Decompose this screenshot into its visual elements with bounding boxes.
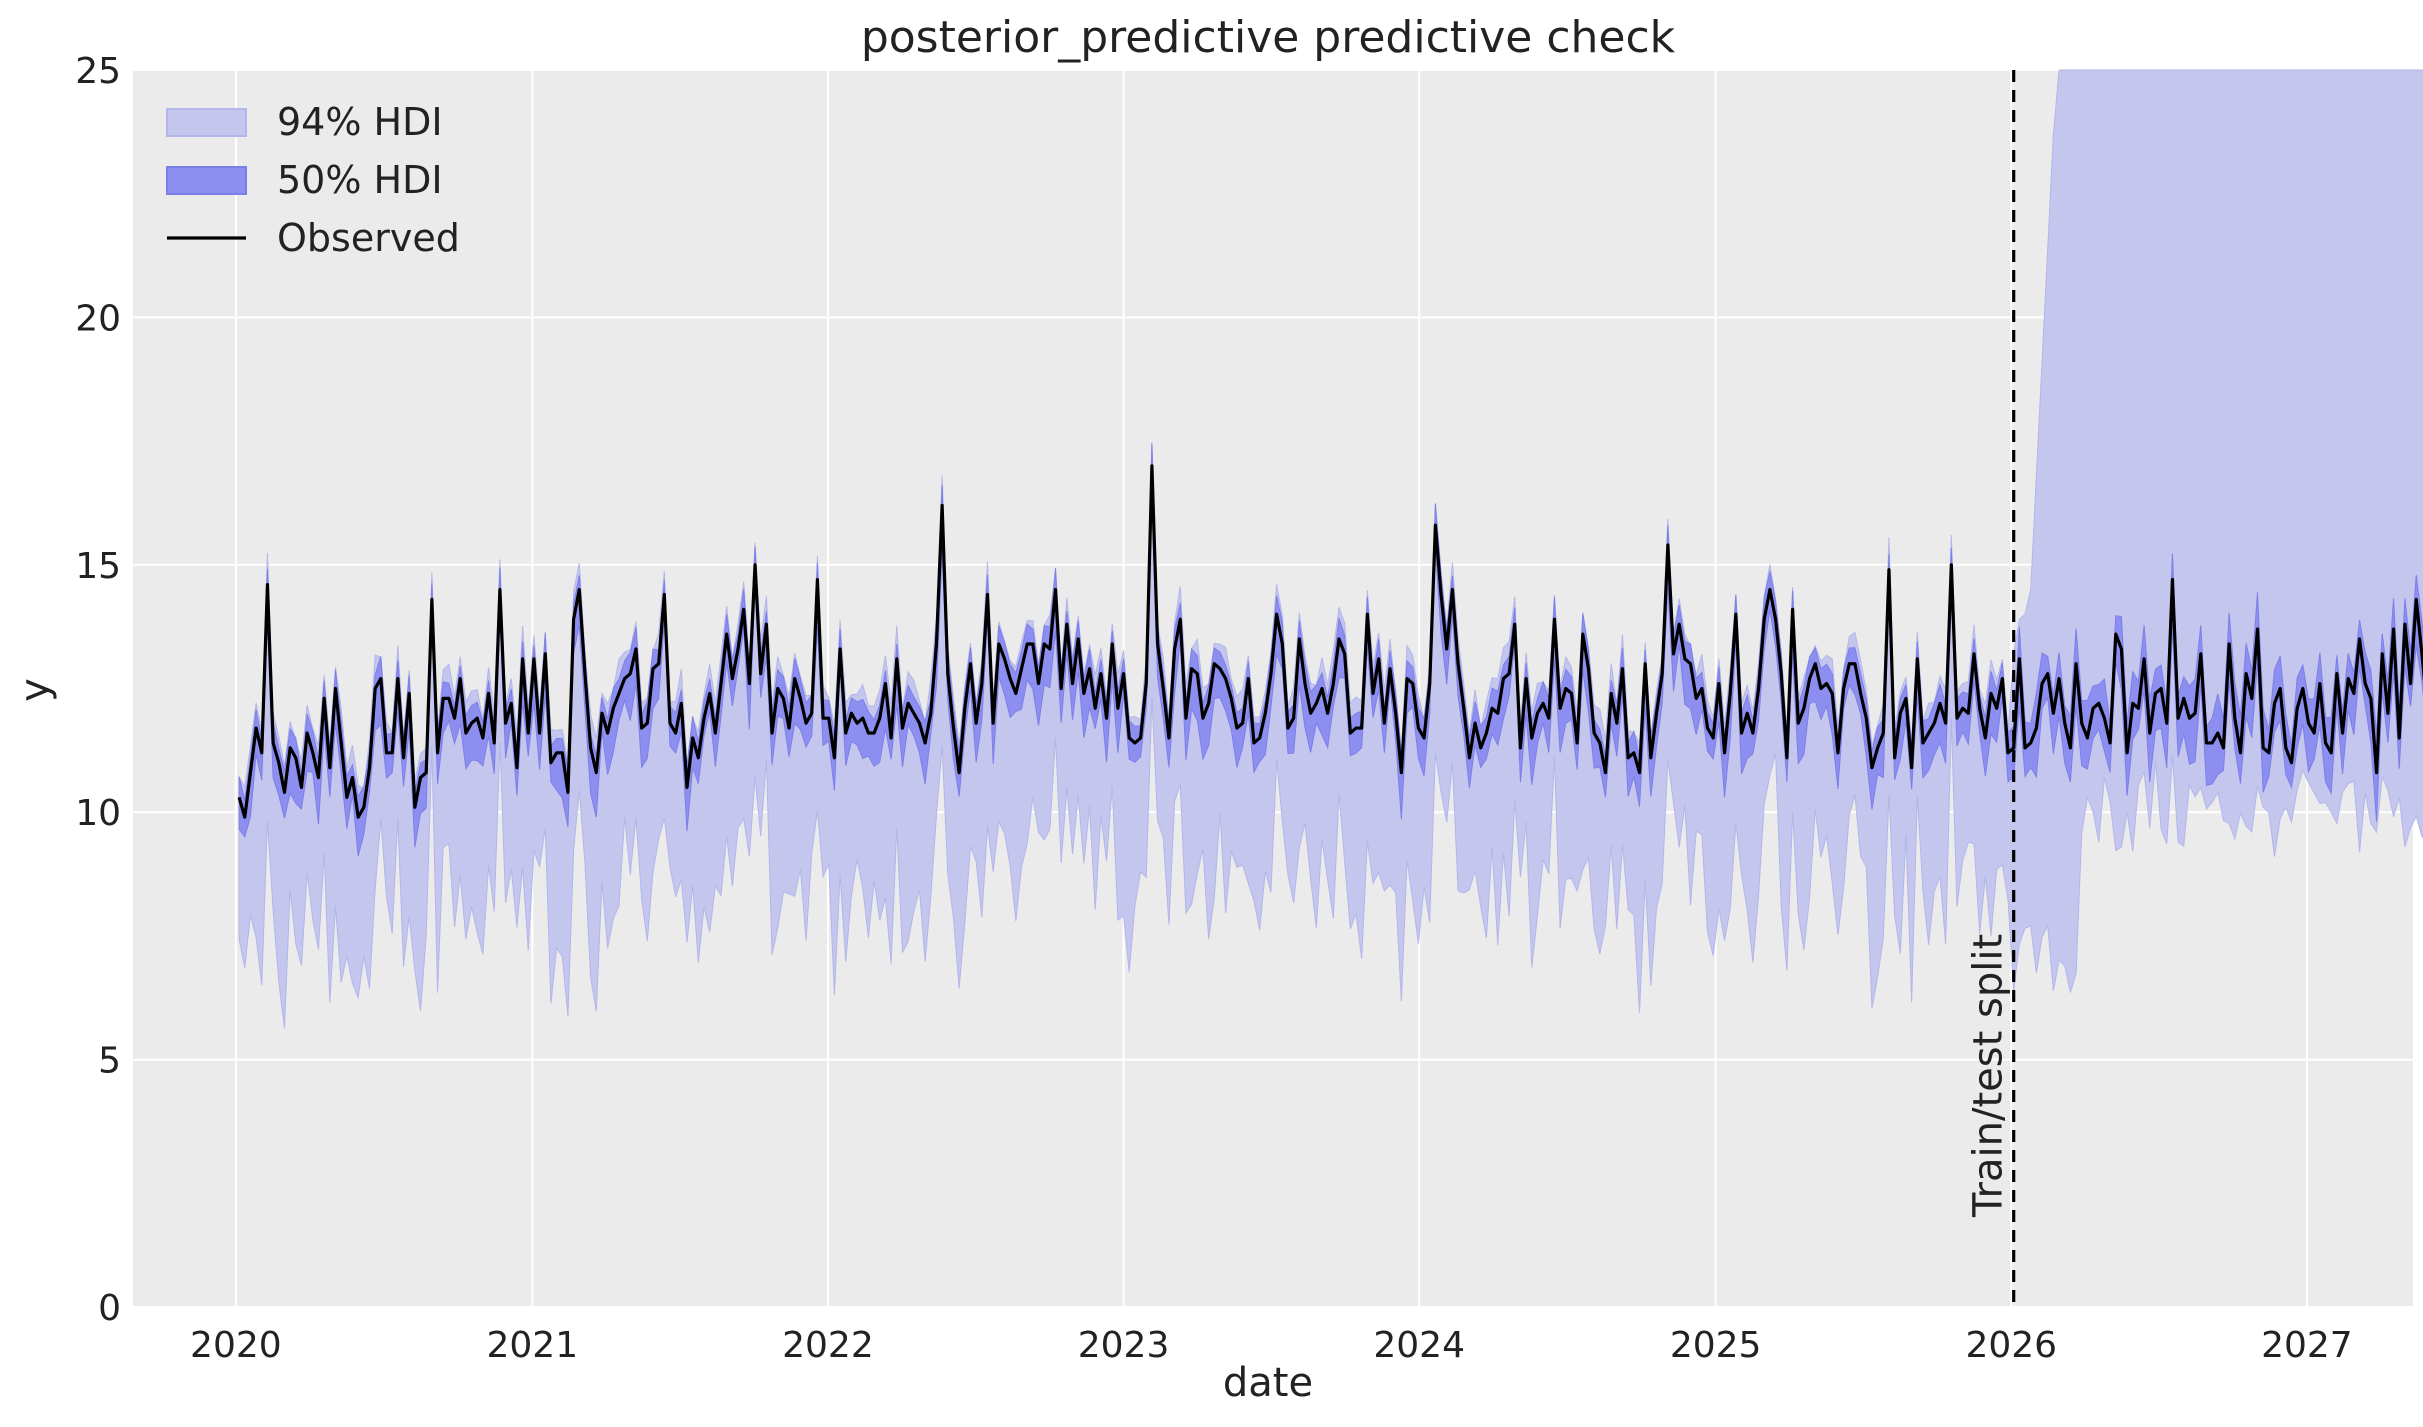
chart-title: posterior_predictive predictive check [861, 12, 1676, 63]
train-test-split: Train/test split [1966, 70, 2016, 1307]
y-tick-label: 0 [98, 1288, 121, 1329]
x-axis-label: date [1223, 1360, 1313, 1406]
y-tick-label: 25 [75, 51, 121, 92]
x-tick-label: 2022 [782, 1325, 874, 1366]
x-tick-label: 2024 [1373, 1325, 1465, 1366]
x-tick-label: 2023 [1078, 1325, 1170, 1366]
x-tick-label: 2021 [486, 1325, 578, 1366]
y-tick-label: 20 [75, 298, 121, 339]
y-tick-label: 15 [75, 546, 121, 587]
observed-series [237, 464, 2423, 819]
x-axis-ticks: 2020 2021 2022 2023 2024 2025 2026 2027 [190, 1325, 2353, 1366]
x-tick-label: 2020 [190, 1325, 282, 1366]
legend-label: 50% HDI [277, 158, 443, 202]
split-label: Train/test split [1966, 934, 2012, 1218]
y-tick-label: 10 [75, 793, 121, 834]
y-axis-label: y [12, 678, 58, 702]
y-axis-ticks: 0 5 10 15 20 25 [75, 51, 121, 1329]
legend: 94% HDI 50% HDI Observed [166, 100, 460, 260]
legend-swatch-hdi94 [166, 108, 247, 137]
y-tick-label: 5 [98, 1041, 121, 1082]
legend-label: 94% HDI [277, 100, 443, 144]
observed-line [237, 464, 2423, 819]
x-tick-label: 2026 [1965, 1325, 2057, 1366]
legend-swatch-hdi50 [166, 166, 247, 195]
x-tick-label: 2027 [2261, 1325, 2353, 1366]
legend-label: Observed [277, 216, 460, 260]
x-tick-label: 2025 [1670, 1325, 1762, 1366]
